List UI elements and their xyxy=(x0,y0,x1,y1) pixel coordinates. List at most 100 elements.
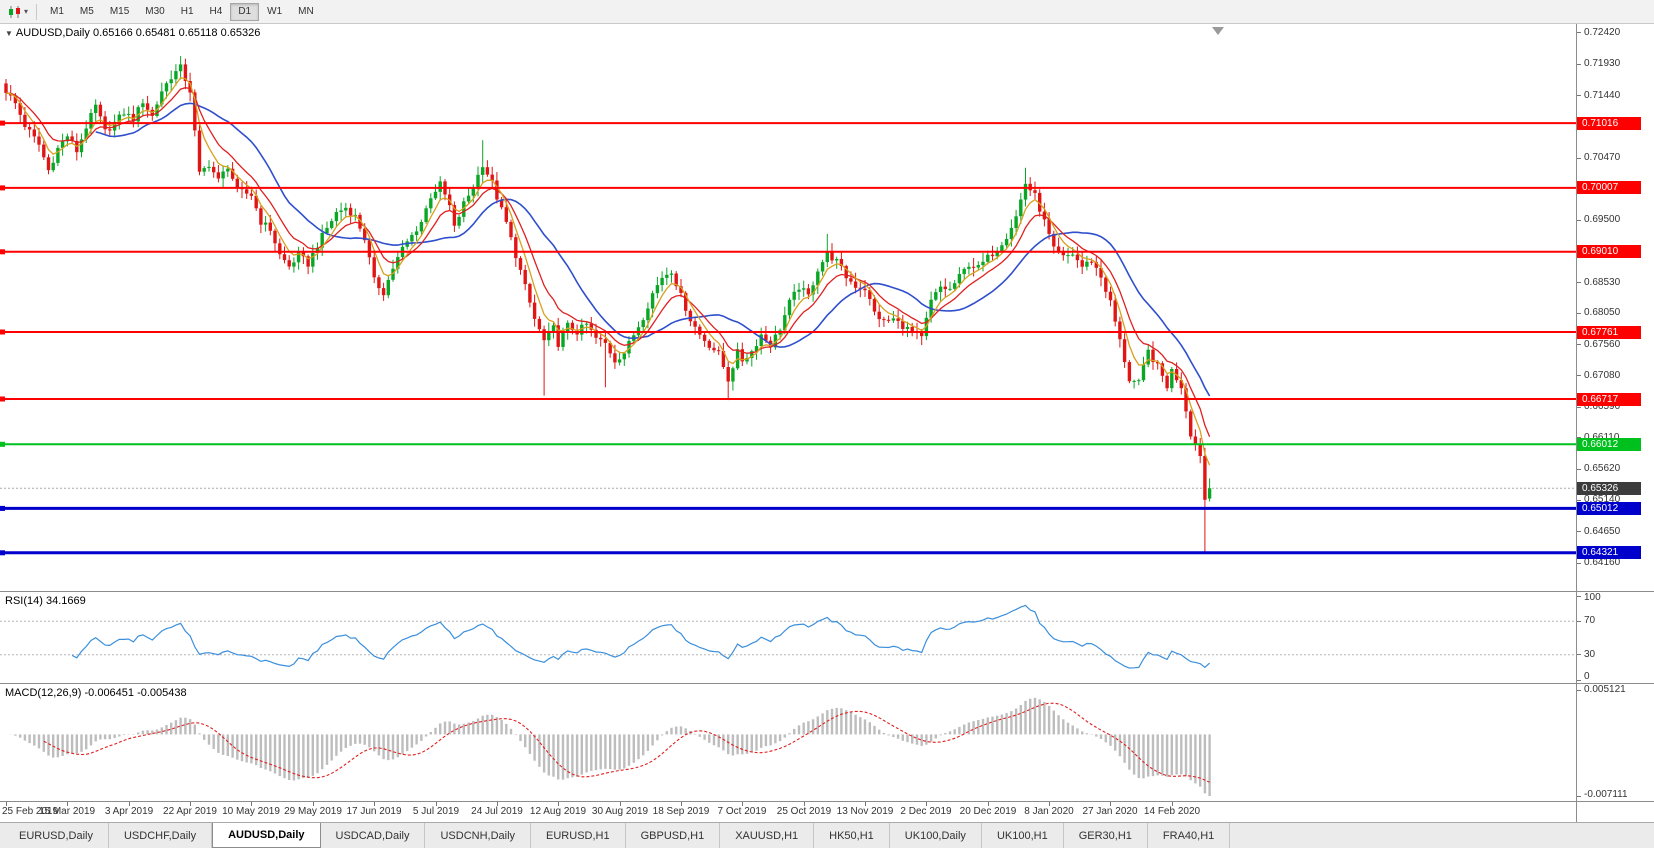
candle-bodies-layer xyxy=(4,64,1212,500)
rsi-axis-tick: 100 xyxy=(1584,592,1601,603)
horizontal-price-line[interactable] xyxy=(0,329,1576,335)
symbol-tab-HK50-H1[interactable]: HK50,H1 xyxy=(814,823,890,848)
price-axis-tick: 0.64650 xyxy=(1584,526,1621,537)
price-axis-tick: 0.66590 xyxy=(1584,401,1621,412)
price-line-label: 0.69010 xyxy=(1577,245,1641,258)
dropdown-caret-icon: ▾ xyxy=(24,6,29,16)
horizontal-price-line[interactable] xyxy=(0,441,1576,447)
timeframe-button-MN[interactable]: MN xyxy=(298,5,314,17)
price-axis-tick: 0.72420 xyxy=(1584,27,1621,38)
rsi-label: RSI(14) 34.1669 xyxy=(5,595,86,607)
timeframe-button-H1[interactable]: H1 xyxy=(180,5,194,17)
symbol-tab-EURUSD-H1[interactable]: EURUSD,H1 xyxy=(531,823,626,848)
timeframe-button-D1[interactable]: D1 xyxy=(230,2,260,21)
symbol-tab-USDCAD-Daily[interactable]: USDCAD,Daily xyxy=(321,823,426,848)
macd-histogram xyxy=(9,697,1211,796)
date-label: 22 Apr 2019 xyxy=(163,806,217,817)
timeframe-button-M5[interactable]: M5 xyxy=(79,5,94,17)
date-label: 7 Oct 2019 xyxy=(717,806,767,817)
date-label: 13 Nov 2019 xyxy=(836,806,894,817)
price-axis-tick: 0.69500 xyxy=(1584,214,1621,225)
price-axis-tick: 0.66110 xyxy=(1584,432,1619,444)
symbol-tab-UK100-Daily[interactable]: UK100,Daily xyxy=(890,823,982,848)
horizontal-price-line[interactable] xyxy=(0,185,1576,191)
price-axis-tick: 0.68530 xyxy=(1584,277,1621,288)
horizontal-price-line[interactable] xyxy=(0,550,1576,556)
symbol-tab-FRA40-H1[interactable]: FRA40,H1 xyxy=(1148,823,1231,848)
date-label: 5 Jul 2019 xyxy=(412,806,460,817)
macd-label: MACD(12,26,9) -0.006451 -0.005438 xyxy=(5,687,187,699)
rsi-line xyxy=(71,604,1210,669)
symbol-tab-XAUUSD-H1[interactable]: XAUUSD,H1 xyxy=(720,823,815,848)
timeframe-button-M1[interactable]: M1 xyxy=(50,5,64,17)
ma-mid-line xyxy=(5,87,1211,438)
rsi-axis-tick: 0 xyxy=(1584,671,1590,682)
ma-slow-line xyxy=(95,102,1211,397)
symbol-tab-GER30-H1[interactable]: GER30,H1 xyxy=(1064,823,1148,848)
date-label: 14 Feb 2020 xyxy=(1143,806,1201,817)
symbol-tab-GBPUSD-H1[interactable]: GBPUSD,H1 xyxy=(626,823,721,848)
date-label: 24 Jul 2019 xyxy=(471,806,523,817)
symbol-tab-UK100-H1[interactable]: UK100,H1 xyxy=(982,823,1064,848)
timeframe-button-H4[interactable]: H4 xyxy=(209,5,223,17)
rsi-axis-tick: 30 xyxy=(1584,649,1596,660)
current-price-label: 0.65326 xyxy=(1577,482,1641,495)
date-label: 2 Dec 2019 xyxy=(900,806,952,817)
symbol-tab-bar: EURUSD,Daily USDCHF,Daily AUDUSD,Daily USDC… xyxy=(0,822,1654,848)
timeframe-button-M30[interactable]: M30 xyxy=(145,5,165,17)
price-line-label: 0.66717 xyxy=(1577,393,1641,406)
symbol-tab-USDCHF-Daily[interactable]: USDCHF,Daily xyxy=(109,823,213,848)
chart-ohlc-values: 0.65166 0.65481 0.65118 0.65326 xyxy=(92,27,261,39)
macd-signal-line xyxy=(43,702,1210,783)
horizontal-price-line[interactable] xyxy=(0,120,1576,126)
price-axis-tick: 0.71440 xyxy=(1584,90,1621,101)
price-axis-tick: 0.64160 xyxy=(1584,557,1621,568)
price-axis-tick: 0.65620 xyxy=(1584,463,1621,474)
date-label: 15 Mar 2019 xyxy=(38,806,96,817)
chart-symbol-label: AUDUSD,Daily xyxy=(15,27,90,39)
price-line-label: 0.64321 xyxy=(1577,546,1641,559)
rsi-surface[interactable] xyxy=(0,592,1576,684)
macd-axis-tick: -0.007111 xyxy=(1584,789,1628,800)
symbol-tab-AUDUSD-Daily[interactable]: AUDUSD,Daily xyxy=(212,823,321,848)
price-axis-tick: 0.70470 xyxy=(1584,152,1621,163)
symbol-tab-USDCNH-Daily[interactable]: USDCNH,Daily xyxy=(425,823,532,848)
macd-axis[interactable]: 0.005121 -0.007111 xyxy=(1576,684,1654,802)
rsi-panel[interactable]: RSI(14) 34.1669 xyxy=(0,592,1576,684)
horizontal-price-line[interactable] xyxy=(0,396,1576,402)
price-axis-tick: 0.68050 xyxy=(1584,307,1621,318)
macd-panel[interactable]: MACD(12,26,9) -0.006451 -0.005438 xyxy=(0,684,1576,802)
candlestick-chart-icon xyxy=(9,5,20,18)
price-line-label: 0.67761 xyxy=(1577,326,1641,339)
date-label: 10 May 2019 xyxy=(222,806,280,817)
chart-area: ▼ AUDUSD,Daily 0.65166 0.65481 0.65118 0.… xyxy=(0,24,1654,822)
price-axis-tick: 0.71930 xyxy=(1584,58,1621,69)
date-label: 8 Jan 2020 xyxy=(1024,806,1074,817)
timeframe-button-M15[interactable]: M15 xyxy=(109,5,130,17)
macd-current-values: -0.006451 -0.005438 xyxy=(84,687,187,699)
chart-collapse-arrow-icon[interactable]: ▼ xyxy=(5,29,13,38)
horizontal-price-line[interactable] xyxy=(0,505,1576,511)
date-axis[interactable]: 25 Feb 2019 15 Mar 2019 3 Apr 2019 22 Apr 2… xyxy=(0,802,1576,822)
price-axis[interactable]: 0.724200.719300.714400.709600.704700.695… xyxy=(1576,24,1654,592)
chart-title: ▼ AUDUSD,Daily 0.65166 0.65481 0.65118 0.… xyxy=(5,27,260,39)
timeframe-button-W1[interactable]: W1 xyxy=(267,5,283,17)
date-label: 25 Oct 2019 xyxy=(776,806,832,817)
macd-surface[interactable] xyxy=(0,684,1576,802)
main-chart-surface[interactable] xyxy=(0,24,1576,592)
toolbar-separator xyxy=(36,3,38,20)
rsi-current-value: 34.1669 xyxy=(45,595,86,607)
price-axis-tick: 0.67560 xyxy=(1584,339,1621,350)
date-axis-corner xyxy=(1576,802,1654,822)
main-chart-panel[interactable]: ▼ AUDUSD,Daily 0.65166 0.65481 0.65118 0.… xyxy=(0,24,1576,592)
chart-shift-marker[interactable] xyxy=(1212,27,1224,35)
symbol-tab-EURUSD-Daily[interactable]: EURUSD,Daily xyxy=(4,823,109,848)
rsi-axis[interactable]: 100 70 30 0 xyxy=(1576,592,1654,684)
chart-type-button[interactable]: ▾ xyxy=(4,4,31,20)
date-label: 29 May 2019 xyxy=(284,806,342,817)
horizontal-price-line[interactable] xyxy=(0,249,1576,255)
price-line-label: 0.71016 xyxy=(1577,117,1641,130)
date-label: 25 Feb 2019 xyxy=(2,806,59,817)
timeframe-button-group: M1 M5 M15 M30 H1 H4 D1 W1 MN xyxy=(42,2,322,21)
candle-wicks-layer xyxy=(5,56,1211,552)
